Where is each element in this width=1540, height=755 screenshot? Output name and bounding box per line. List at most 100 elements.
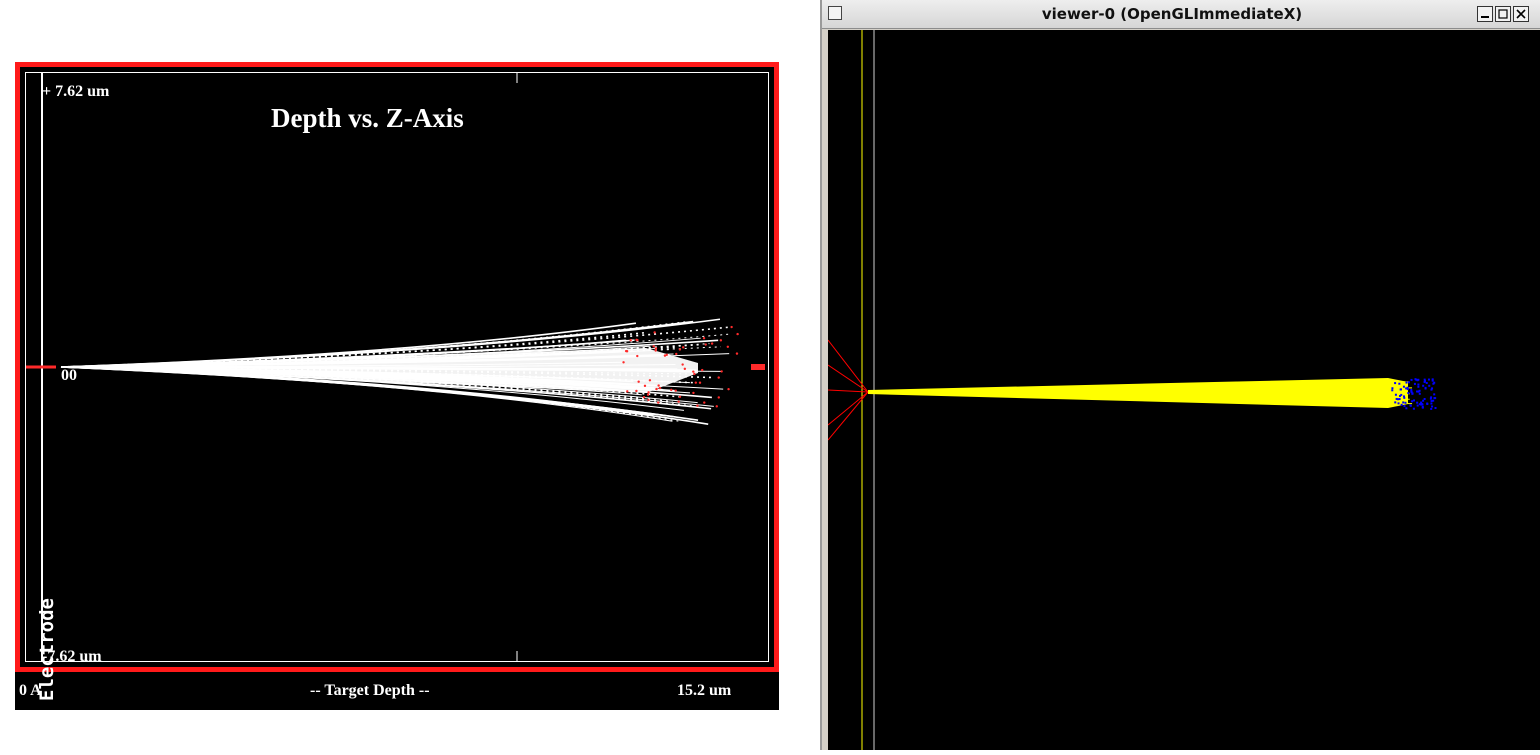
plot-frame: Depth vs. Z-Axis + 7.62 um -7.62 um 00 E… [15, 62, 779, 672]
cluster-point [1394, 401, 1396, 403]
cluster-point [1410, 405, 1412, 407]
track-endpoint [692, 392, 694, 394]
close-icon[interactable] [1513, 6, 1529, 22]
cluster-point [1419, 393, 1421, 395]
cluster-point [1402, 401, 1404, 403]
cluster-point [1430, 398, 1432, 400]
track-endpoint [657, 401, 659, 403]
track-endpoint [727, 388, 729, 390]
cluster-point [1432, 380, 1434, 382]
track-endpoint [635, 339, 637, 341]
cluster-point [1407, 387, 1409, 389]
window-menu-icon[interactable] [828, 6, 842, 20]
track-endpoint [701, 369, 703, 371]
cluster-point [1424, 380, 1426, 382]
cluster-point [1433, 382, 1435, 384]
cluster-point [1397, 398, 1399, 400]
track-endpoint [699, 381, 701, 383]
origin-label: 00 [61, 367, 77, 385]
track-endpoint [636, 355, 638, 357]
track-endpoint [681, 363, 683, 365]
track-endpoint [703, 401, 705, 403]
track-endpoint [622, 361, 624, 363]
cluster-point [1404, 402, 1406, 404]
cluster-point [1405, 407, 1407, 409]
cluster-point [1413, 399, 1415, 401]
cluster-point [1398, 402, 1400, 404]
track-endpoint [657, 384, 659, 386]
cluster-point [1426, 382, 1428, 384]
track-endpoint [730, 326, 732, 328]
window-title: viewer-0 (OpenGLImmediateX) [972, 5, 1372, 23]
cluster-point [1421, 403, 1423, 405]
cluster-point [1395, 394, 1397, 396]
opengl-viewport[interactable] [828, 30, 1540, 750]
plot-area: Depth vs. Z-Axis + 7.62 um -7.62 um 00 E… [25, 72, 769, 662]
cluster-point [1425, 387, 1427, 389]
cluster-point [1420, 402, 1422, 404]
cluster-point [1417, 379, 1419, 381]
track-endpoint [652, 345, 654, 347]
track-endpoint [720, 370, 722, 372]
cluster-point [1413, 408, 1415, 410]
cluster-point [1411, 400, 1413, 402]
cluster-point [1431, 405, 1433, 407]
viewer-window: viewer-0 (OpenGLImmediateX) [820, 0, 1540, 750]
track-endpoint [696, 405, 698, 407]
x-axis-right-label: 15.2 um [677, 682, 731, 700]
x-axis-left-label: 0 A [19, 682, 42, 700]
track-endpoint [649, 379, 651, 381]
cluster-point [1422, 385, 1424, 387]
track-endpoint [626, 390, 628, 392]
track-endpoint [677, 400, 679, 402]
track-endpoint [655, 347, 657, 349]
track-endpoint [659, 387, 661, 389]
track-endpoint [654, 349, 656, 351]
beam-tracks [868, 378, 1412, 408]
track-endpoint [647, 394, 649, 396]
track-endpoint [647, 391, 649, 393]
track-endpoint [670, 389, 672, 391]
ion-tracks [61, 319, 730, 424]
track-endpoint [720, 339, 722, 341]
cluster-point [1430, 408, 1432, 410]
track-endpoint [679, 348, 681, 350]
track-endpoint [693, 373, 695, 375]
cluster-point [1418, 391, 1420, 393]
track-endpoint [643, 396, 645, 398]
cluster-point [1398, 383, 1400, 385]
depth-plot-panel: Depth vs. Z-Axis + 7.62 um -7.62 um 00 E… [15, 62, 779, 710]
cluster-point [1430, 389, 1432, 391]
cluster-point [1394, 382, 1396, 384]
viewer-scene [828, 30, 1540, 750]
cluster-point [1424, 398, 1426, 400]
minimize-icon[interactable] [1477, 6, 1493, 22]
cluster-point [1403, 386, 1405, 388]
track-endpoint [630, 339, 632, 341]
cluster-point [1408, 381, 1410, 383]
electrode-label: Electrode [35, 551, 59, 701]
window-titlebar[interactable]: viewer-0 (OpenGLImmediateX) [822, 0, 1540, 29]
track-endpoint [666, 354, 668, 356]
track-endpoint [637, 381, 639, 383]
track-endpoint [705, 343, 707, 345]
cluster-point [1400, 388, 1402, 390]
cluster-point [1426, 403, 1428, 405]
cluster-point [1416, 402, 1418, 404]
cluster-point [1415, 379, 1417, 381]
maximize-icon[interactable] [1495, 6, 1511, 22]
cluster-point [1433, 393, 1435, 395]
track-endpoint [736, 352, 738, 354]
track-endpoint [635, 390, 637, 392]
track-endpoint [644, 385, 646, 387]
x-axis-title: -- Target Depth -- [310, 682, 430, 700]
cluster-point [1428, 379, 1430, 381]
cluster-point [1430, 403, 1432, 405]
track-endpoint [653, 331, 655, 333]
cluster-point [1414, 383, 1416, 385]
cluster-point [1435, 407, 1437, 409]
track-endpoint [682, 346, 684, 348]
track-endpoint [675, 353, 677, 355]
cluster-point [1405, 382, 1407, 384]
cluster-point [1404, 405, 1406, 407]
